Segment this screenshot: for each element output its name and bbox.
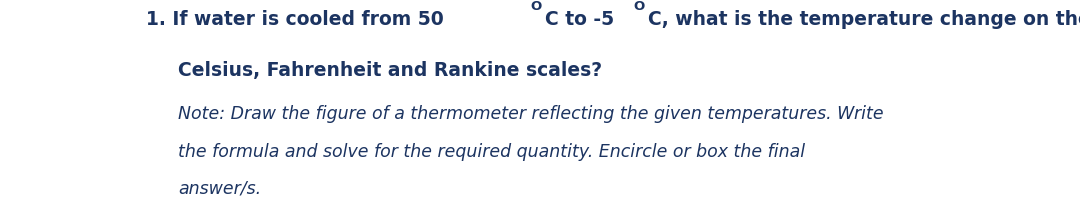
Text: C, what is the temperature change on the: C, what is the temperature change on the	[648, 10, 1080, 29]
Text: answer/s.: answer/s.	[178, 180, 261, 197]
Text: C to -5: C to -5	[544, 10, 613, 29]
Text: 1. If water is cooled from 50: 1. If water is cooled from 50	[146, 10, 444, 29]
Text: Celsius, Fahrenheit and Rankine scales?: Celsius, Fahrenheit and Rankine scales?	[178, 61, 603, 80]
Text: Note: Draw the figure of a thermometer reflecting the given temperatures. Write: Note: Draw the figure of a thermometer r…	[178, 105, 883, 123]
Text: O: O	[634, 0, 645, 13]
Text: O: O	[530, 0, 541, 13]
Text: the formula and solve for the required quantity. Encircle or box the final: the formula and solve for the required q…	[178, 143, 806, 161]
